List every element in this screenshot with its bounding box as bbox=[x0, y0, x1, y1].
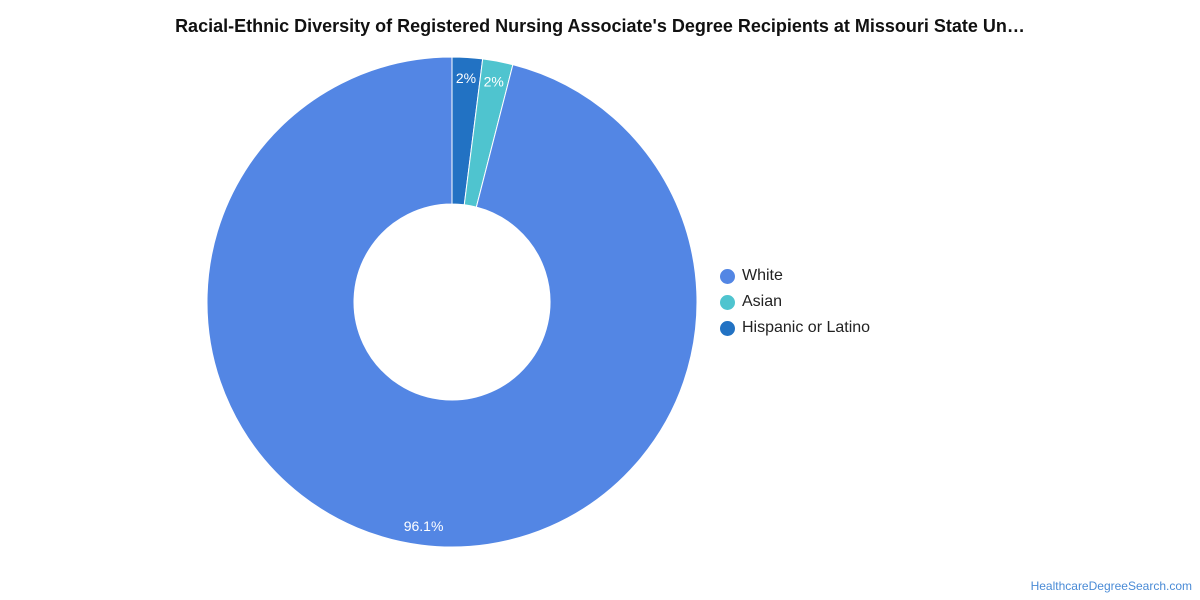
legend-item-asian[interactable]: Asian bbox=[720, 292, 870, 312]
legend-label-white: White bbox=[742, 267, 783, 284]
legend-swatch-hispanic-or-latino bbox=[720, 320, 735, 336]
legend: White Asian Hispanic or Latino bbox=[720, 266, 870, 338]
legend-item-hispanic-or-latino[interactable]: Hispanic or Latino bbox=[720, 318, 870, 338]
legend-item-white[interactable]: White bbox=[720, 266, 870, 286]
legend-swatch-white bbox=[720, 268, 735, 284]
source-link[interactable]: HealthcareDegreeSearch.com bbox=[1030, 579, 1192, 593]
legend-label-hispanic-or-latino: Hispanic or Latino bbox=[742, 319, 871, 336]
data-label-white: 96.1% bbox=[404, 518, 444, 534]
data-label-hispanic-or-latino: 2% bbox=[456, 70, 476, 86]
legend-label-asian: Asian bbox=[742, 293, 783, 310]
slice-white[interactable] bbox=[206, 56, 698, 548]
data-label-asian: 2% bbox=[484, 74, 504, 90]
legend-swatch-asian bbox=[720, 294, 735, 310]
chart-title: Racial-Ethnic Diversity of Registered Nu… bbox=[175, 16, 1025, 36]
